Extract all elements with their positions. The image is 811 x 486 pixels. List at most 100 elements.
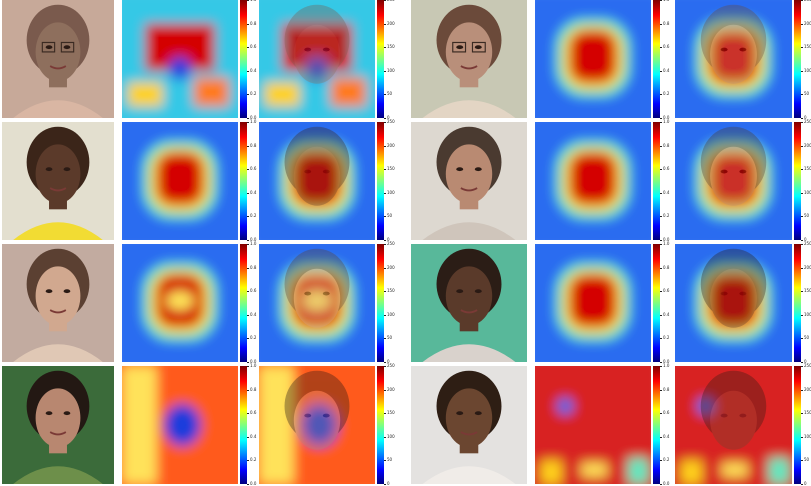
colorbar-tick-label: 0.8 bbox=[246, 264, 257, 270]
colorbar-tick-label: 250 bbox=[801, 0, 811, 2]
face-photo bbox=[411, 0, 527, 118]
attention-map bbox=[535, 122, 651, 240]
colorbar-tick-label: 1.0 bbox=[246, 119, 257, 124]
colorbar-tick-label: 50 bbox=[383, 213, 393, 219]
colorbar-tick-label: 50 bbox=[383, 335, 393, 341]
colorbar-tick-label: 0.0 bbox=[659, 237, 670, 242]
colorbar-tick-label: 0.0 bbox=[246, 359, 257, 364]
colorbar-tick-label: 0.0 bbox=[659, 115, 670, 120]
colorbar-tick-label: 0.4 bbox=[659, 433, 670, 439]
colorbar-tick-label: 200 bbox=[801, 264, 811, 270]
colorbar-tick-label: 200 bbox=[801, 386, 811, 392]
colorbar-tick-label: 0.6 bbox=[246, 44, 257, 50]
colorbar-tick-label: 0.2 bbox=[246, 91, 257, 97]
colorbar-tick-label: 200 bbox=[384, 264, 395, 270]
heatmap-overlay bbox=[675, 244, 792, 362]
attention-map bbox=[535, 244, 651, 362]
colorbar-tick-label: 1.0 bbox=[659, 119, 670, 124]
attention-map bbox=[122, 366, 238, 484]
attention-colorbar: 1.0 0.8 0.6 0.4 0.2 0.0 bbox=[240, 242, 256, 364]
colorbar-tick-label: 0.4 bbox=[246, 433, 257, 439]
attention-heatmap bbox=[122, 0, 238, 118]
colorbar-tick-label: 50 bbox=[800, 213, 810, 219]
heatmap-overlay bbox=[259, 244, 375, 362]
face-thumbnail bbox=[2, 122, 114, 240]
colorbar-tick-label: 250 bbox=[384, 119, 395, 124]
colorbar-tick-label: 0.0 bbox=[659, 481, 670, 486]
colorbar-tick-label: 1.0 bbox=[246, 241, 257, 246]
colorbar-tick-label: 1.0 bbox=[246, 0, 256, 2]
colorbar-tick-label: 0.0 bbox=[246, 115, 257, 120]
colorbar-tick-label: 0.6 bbox=[246, 166, 257, 172]
colorbar-tick-label: 0.0 bbox=[659, 359, 670, 364]
overlay-colorbar: 250 200 150 100 50 0 bbox=[377, 242, 395, 364]
overlay-map bbox=[259, 244, 375, 362]
colorbar-tick-label: 0.8 bbox=[246, 142, 257, 148]
colorbar-tick-label: 0.4 bbox=[659, 67, 670, 73]
heatmap-overlay bbox=[259, 0, 375, 118]
attention-map bbox=[122, 122, 238, 240]
colorbar-tick-label: 150 bbox=[801, 288, 811, 294]
colorbar-tick-label: 0.6 bbox=[246, 288, 257, 294]
attention-heatmap bbox=[122, 122, 238, 240]
attention-map bbox=[535, 366, 651, 484]
attention-heatmap bbox=[535, 244, 651, 362]
colorbar-tick-label: 0.0 bbox=[246, 481, 257, 486]
heatmap-overlay bbox=[259, 366, 375, 484]
overlay-colorbar: 250 200 150 100 50 0 bbox=[377, 364, 395, 486]
overlay-map bbox=[259, 122, 375, 240]
attention-colorbar: 1.0 0.8 0.6 0.4 0.2 0.0 bbox=[240, 120, 256, 242]
attention-colorbar: 1.0 0.8 0.6 0.4 0.2 0.0 bbox=[240, 364, 256, 486]
colorbar-tick-label: 0.8 bbox=[659, 142, 670, 148]
colorbar-tick-label: 50 bbox=[800, 457, 810, 463]
face-photo bbox=[411, 122, 527, 240]
overlay-map bbox=[675, 122, 792, 240]
colorbar-tick-label: 250 bbox=[384, 0, 395, 2]
colorbar-tick-label: 50 bbox=[800, 91, 810, 97]
colorbar-tick-label: 100 bbox=[384, 189, 395, 195]
face-photo bbox=[411, 244, 527, 362]
colorbar-tick-label: 100 bbox=[384, 67, 395, 73]
colorbar-tick-label: 0 bbox=[801, 481, 807, 486]
attention-colorbar: 1.0 0.8 0.6 0.4 0.2 0.0 bbox=[653, 0, 669, 120]
face-thumbnail bbox=[411, 244, 527, 362]
colorbar-tick-label: 0.8 bbox=[246, 386, 257, 392]
colorbar-tick-label: 0 bbox=[801, 115, 807, 120]
attention-map bbox=[122, 244, 238, 362]
colorbar-tick-label: 0.2 bbox=[659, 457, 670, 463]
face-thumbnail bbox=[2, 244, 114, 362]
colorbar-tick-label: 150 bbox=[384, 288, 395, 294]
heatmap-overlay bbox=[675, 0, 792, 118]
attention-map bbox=[535, 0, 651, 118]
colorbar-tick-label: 0.2 bbox=[246, 335, 257, 341]
face-thumbnail bbox=[2, 366, 114, 484]
face-photo bbox=[2, 122, 114, 240]
heatmap-overlay bbox=[259, 122, 375, 240]
attention-heatmap bbox=[122, 366, 238, 484]
colorbar-tick-label: 0.6 bbox=[659, 166, 670, 172]
attention-heatmap bbox=[535, 122, 651, 240]
colorbar-tick-label: 50 bbox=[383, 457, 393, 463]
attention-map bbox=[122, 0, 238, 118]
attention-colorbar: 1.0 0.8 0.6 0.4 0.2 0.0 bbox=[240, 0, 256, 120]
colorbar-tick-label: 200 bbox=[384, 142, 395, 148]
colorbar-tick-label: 100 bbox=[801, 67, 811, 73]
colorbar-tick-label: 1.0 bbox=[246, 363, 257, 368]
colorbar-tick-label: 200 bbox=[801, 20, 811, 26]
heatmap-overlay bbox=[675, 122, 792, 240]
face-thumbnail bbox=[2, 0, 114, 118]
colorbar-tick-label: 1.0 bbox=[659, 363, 670, 368]
face-thumbnail bbox=[411, 0, 527, 118]
colorbar-tick-label: 0 bbox=[384, 359, 390, 364]
overlay-map bbox=[259, 366, 375, 484]
colorbar-tick-label: 50 bbox=[800, 335, 810, 341]
colorbar-tick-label: 250 bbox=[384, 241, 395, 246]
colorbar-tick-label: 0.8 bbox=[246, 20, 257, 26]
attention-colorbar: 1.0 0.8 0.6 0.4 0.2 0.0 bbox=[653, 242, 669, 364]
colorbar-tick-label: 0.6 bbox=[659, 288, 670, 294]
attention-heatmap bbox=[535, 366, 651, 484]
colorbar-tick-label: 250 bbox=[384, 363, 395, 368]
overlay-colorbar: 250 200 150 100 50 0 bbox=[794, 120, 811, 242]
colorbar-tick-label: 100 bbox=[801, 433, 811, 439]
colorbar-tick-label: 250 bbox=[801, 363, 811, 368]
